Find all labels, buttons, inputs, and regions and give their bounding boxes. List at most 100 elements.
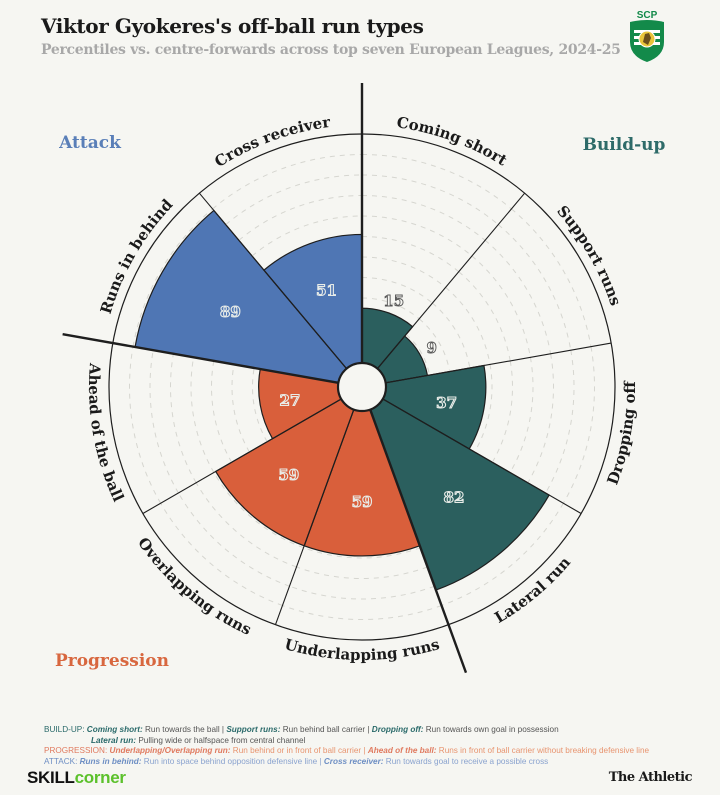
value-label-coming-short: 15 bbox=[383, 292, 404, 310]
segment-divider-line bbox=[274, 409, 355, 625]
legend-progression-prefix: PROGRESSION: bbox=[44, 746, 108, 756]
gridline-90 bbox=[129, 346, 162, 504]
gridline-70 bbox=[195, 482, 297, 568]
gridline-90 bbox=[441, 502, 564, 606]
segment-divider-line bbox=[142, 398, 342, 514]
gridline-60 bbox=[190, 357, 215, 473]
legend-term: Lateral run: bbox=[91, 735, 137, 745]
gridline-90 bbox=[562, 346, 595, 504]
gridline-50 bbox=[211, 360, 233, 463]
gridline-90 bbox=[160, 502, 283, 606]
value-label-ahead-of-the-ball: 27 bbox=[279, 392, 300, 410]
gridline-40 bbox=[445, 287, 491, 365]
gridline-80 bbox=[289, 585, 435, 600]
gridline-70 bbox=[169, 353, 197, 483]
group-separator-line bbox=[62, 333, 339, 385]
gridline-60 bbox=[509, 357, 534, 473]
gridline-60 bbox=[303, 547, 421, 559]
chart-title: Viktor Gyokeres's off-ball run types bbox=[41, 14, 424, 38]
legend-attack-prefix: ATTACK: bbox=[44, 756, 78, 766]
legend-desc: Run towards the ball | bbox=[142, 725, 227, 734]
bar-cross-receiver bbox=[263, 233, 363, 389]
value-label-dropping-off: 37 bbox=[436, 394, 457, 412]
outer-ring bbox=[108, 133, 616, 641]
group-label-progression: Progression bbox=[55, 651, 169, 671]
bar-overlapping-runs bbox=[214, 385, 364, 547]
gridline-50 bbox=[458, 271, 511, 361]
segment-divider-line bbox=[198, 192, 347, 369]
legend-desc: Run towards own goal in possession bbox=[423, 725, 559, 734]
the-athletic-logo: The Athletic bbox=[608, 770, 693, 785]
gridline-80 bbox=[497, 224, 572, 351]
legend-build-up-prefix: BUILD-UP: bbox=[44, 725, 85, 734]
gridline-90 bbox=[511, 208, 592, 347]
group-label-build-up: Build-up bbox=[583, 135, 666, 155]
bar-lateral-run bbox=[360, 385, 550, 591]
gridline-90 bbox=[361, 154, 512, 210]
category-label-support-runs: Support runs bbox=[553, 202, 624, 308]
gridline-90 bbox=[132, 208, 213, 347]
legend-desc: Runs in front of ball carrier without br… bbox=[436, 746, 650, 756]
gridline-70 bbox=[238, 195, 363, 241]
gridline-50 bbox=[361, 236, 460, 273]
gridline-10 bbox=[405, 334, 430, 376]
segment-divider-line bbox=[377, 192, 526, 369]
gridline-80 bbox=[225, 174, 363, 225]
gridline-70 bbox=[527, 353, 555, 483]
gridline-30 bbox=[432, 302, 471, 369]
legend-desc: Run into space behind opposition defensi… bbox=[141, 756, 324, 766]
legend-desc: Run behind ball carrier | bbox=[280, 725, 372, 734]
segment-divider-line bbox=[385, 342, 612, 384]
gridline-80 bbox=[149, 350, 179, 494]
value-label-underlapping-runs: 59 bbox=[352, 493, 373, 511]
gridline-80 bbox=[361, 174, 499, 225]
category-label-dropping-off: Dropping off bbox=[603, 380, 639, 487]
legend-desc: Run behind or in front of ball carrier | bbox=[230, 746, 368, 756]
gridline-20 bbox=[361, 297, 420, 320]
gridline-40 bbox=[474, 364, 493, 453]
legend-term: Cross receiver: bbox=[323, 756, 384, 766]
gridline-80 bbox=[545, 350, 575, 494]
gridline-70 bbox=[484, 239, 552, 354]
legend-term: Ahead of the ball: bbox=[367, 746, 437, 756]
center-hub bbox=[336, 361, 388, 413]
legend-term: Dropping off: bbox=[371, 725, 424, 734]
bar-underlapping-runs bbox=[303, 385, 421, 557]
gridline-40 bbox=[231, 364, 250, 453]
category-label-coming-short: Coming short bbox=[396, 113, 511, 169]
legend-term: Coming short: bbox=[86, 725, 143, 734]
category-label-overlapping-runs: Overlapping runs bbox=[134, 534, 254, 639]
category-label-lateral-run: Lateral run bbox=[491, 553, 574, 627]
gridline-60 bbox=[361, 215, 473, 257]
sporting-cp-crest-icon: SCP bbox=[630, 10, 664, 62]
group-label-attack: Attack bbox=[58, 133, 122, 153]
value-label-support-runs: 9 bbox=[426, 339, 436, 357]
gridline-50 bbox=[491, 360, 513, 463]
gridline-60 bbox=[213, 472, 304, 549]
legend-term: Support runs: bbox=[226, 725, 281, 734]
legend-term: Runs in behind: bbox=[79, 756, 142, 766]
value-label-lateral-run: 82 bbox=[444, 489, 465, 507]
category-label-ahead-of-the-ball: Ahead of the ball bbox=[85, 362, 128, 505]
category-label-cross-receiver: Cross receiver bbox=[211, 113, 332, 171]
value-label-cross-receiver: 51 bbox=[316, 282, 337, 300]
legend-desc: Pulling wide or halfspace from central c… bbox=[136, 735, 306, 745]
legend-build-up-line2: Lateral run: Pulling wide or halfspace f… bbox=[44, 736, 649, 747]
value-label-overlapping-runs: 59 bbox=[278, 466, 299, 484]
gridline-60 bbox=[251, 215, 363, 257]
gridline-70 bbox=[361, 195, 486, 241]
legend-progression: PROGRESSION: Underlapping/Overlapping ru… bbox=[44, 746, 649, 757]
legend: BUILD-UP: Coming short: Run towards the … bbox=[44, 725, 649, 767]
skillcorner-logo-b: corner bbox=[74, 768, 126, 787]
value-label-runs-in-behind: 89 bbox=[220, 303, 241, 321]
gridline-90 bbox=[212, 154, 363, 210]
bar-ahead-of-the-ball bbox=[258, 368, 364, 440]
group-separator-line bbox=[369, 409, 468, 674]
crest-top-text: SCP bbox=[637, 10, 658, 21]
gridline-60 bbox=[471, 255, 531, 358]
legend-term: Underlapping/Overlapping run: bbox=[109, 746, 231, 756]
legend-attack: ATTACK: Runs in behind: Run into space b… bbox=[44, 757, 649, 768]
skillcorner-logo-a: SKILL bbox=[27, 768, 75, 787]
chart-subtitle: Percentiles vs. centre-forwards across t… bbox=[41, 42, 621, 58]
